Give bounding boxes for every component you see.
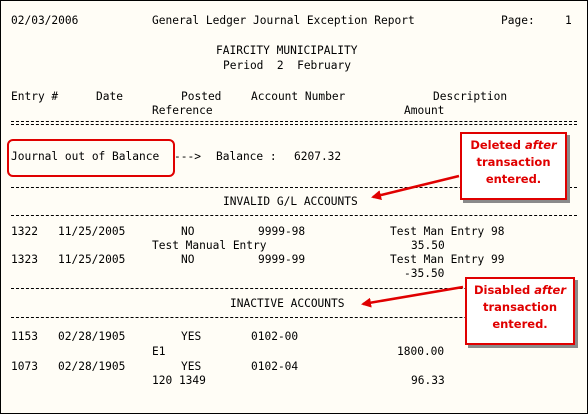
col-description: Description bbox=[433, 90, 508, 103]
report-date: 02/03/2006 bbox=[11, 14, 79, 27]
organization-name: FAIRCITY MUNICIPALITY bbox=[216, 44, 358, 57]
row-date: 02/28/1905 bbox=[58, 360, 126, 373]
balance-status: Journal out of Balance bbox=[11, 150, 160, 163]
balance-label: Balance : bbox=[216, 150, 277, 163]
col-entry: Entry # bbox=[11, 90, 59, 103]
header-rule-2 bbox=[11, 124, 577, 125]
row-amount: 1800.00 bbox=[397, 345, 445, 358]
callout-text: transaction bbox=[482, 300, 558, 314]
row-entry: 1323 bbox=[11, 253, 38, 266]
callout-text: transaction bbox=[476, 155, 551, 169]
row-account: 9999-99 bbox=[258, 253, 306, 266]
invalid-section-title: INVALID G/L ACCOUNTS bbox=[223, 195, 358, 208]
row-reference: 120 1349 bbox=[152, 374, 206, 387]
callout-text: entered. bbox=[492, 317, 548, 331]
row-account: 0102-00 bbox=[251, 330, 299, 343]
row-posted: YES bbox=[181, 360, 202, 373]
section-rule bbox=[11, 288, 577, 289]
out-of-balance-highlight bbox=[7, 139, 175, 177]
deleted-arrow bbox=[371, 174, 460, 200]
balance-value: 6207.32 bbox=[294, 150, 342, 163]
section-rule bbox=[11, 187, 577, 188]
callout-emphasis: after bbox=[524, 138, 557, 152]
row-posted: NO bbox=[181, 253, 195, 266]
col-reference: Reference bbox=[152, 104, 213, 117]
col-date: Date bbox=[96, 90, 123, 103]
row-reference: Test Manual Entry bbox=[152, 239, 267, 252]
col-posted: Posted bbox=[181, 90, 222, 103]
deleted-after-callout: Deleted after transaction entered. bbox=[460, 132, 567, 200]
row-description: Test Man Entry 99 bbox=[390, 253, 505, 266]
page-label: Page: bbox=[501, 14, 535, 27]
header-rule-1 bbox=[11, 121, 577, 122]
row-amount: 96.33 bbox=[411, 374, 445, 387]
inactive-section-title: INACTIVE ACCOUNTS bbox=[230, 297, 345, 310]
report-title: General Ledger Journal Exception Report bbox=[152, 14, 415, 27]
row-date: 02/28/1905 bbox=[58, 330, 126, 343]
row-account: 9999-98 bbox=[258, 225, 306, 238]
row-reference: E1 bbox=[152, 345, 166, 358]
col-amount: Amount bbox=[404, 104, 445, 117]
col-account: Account Number bbox=[251, 90, 346, 103]
row-date: 11/25/2005 bbox=[58, 253, 126, 266]
row-amount: 35.50 bbox=[411, 239, 445, 252]
row-account: 0102-04 bbox=[251, 360, 299, 373]
row-entry: 1073 bbox=[11, 360, 38, 373]
callout-text: Deleted bbox=[470, 138, 525, 152]
section-rule bbox=[11, 317, 577, 318]
section-rule bbox=[11, 215, 577, 216]
row-posted: YES bbox=[181, 330, 202, 343]
row-description: Test Man Entry 98 bbox=[390, 225, 505, 238]
page-number: 1 bbox=[565, 14, 572, 27]
disabled-arrow bbox=[361, 285, 464, 308]
row-entry: 1322 bbox=[11, 225, 38, 238]
balance-arrow: ---> bbox=[174, 150, 201, 163]
callout-text: Disabled bbox=[473, 283, 535, 297]
period-label: Period 2 February bbox=[223, 59, 351, 72]
row-posted: NO bbox=[181, 225, 195, 238]
row-amount: -35.50 bbox=[404, 267, 445, 280]
disabled-after-callout: Disabled after transaction entered. bbox=[465, 277, 575, 345]
callout-text: entered. bbox=[485, 172, 542, 186]
row-date: 11/25/2005 bbox=[58, 225, 126, 238]
callout-emphasis: after bbox=[534, 283, 567, 297]
row-entry: 1153 bbox=[11, 330, 38, 343]
